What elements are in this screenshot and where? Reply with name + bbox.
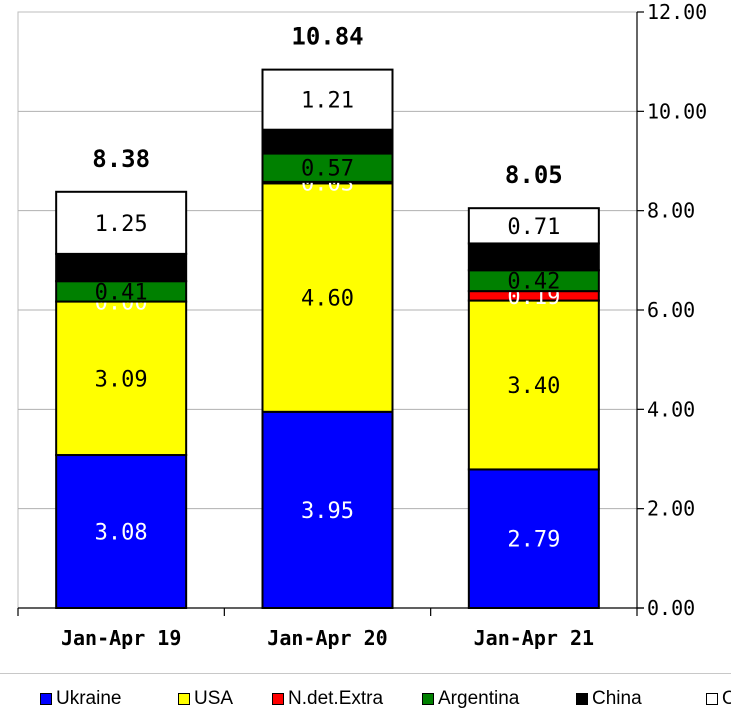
legend-swatch <box>178 693 190 705</box>
legend-swatch <box>422 693 434 705</box>
legend-swatch <box>40 693 52 705</box>
bar-segment-o <box>467 207 600 245</box>
data-label: 3.95 <box>301 499 354 524</box>
total-label: 8.38 <box>92 145 150 173</box>
total-label: 10.84 <box>291 23 363 51</box>
data-label: 3.40 <box>507 374 560 399</box>
y-tick-label: 4.00 <box>647 397 695 421</box>
data-label: 0.57 <box>301 157 354 182</box>
data-label: 2.79 <box>507 528 560 553</box>
x-tick-label: Jan-Apr 21 <box>474 626 594 650</box>
legend-item: Ukraine <box>40 688 121 710</box>
legend-label: Ukraine <box>56 688 122 709</box>
bar-segment-usa <box>467 299 600 471</box>
bar-segment-china <box>55 252 188 283</box>
bar-segment-ukraine <box>261 410 394 610</box>
legend-item: USA <box>178 688 233 710</box>
data-label: 0.71 <box>507 215 560 240</box>
y-tick-label: 12.00 <box>647 0 707 24</box>
data-label: 3.09 <box>95 367 148 392</box>
legend-label: USA <box>194 688 234 709</box>
bar-segment-china <box>467 242 600 272</box>
bar-segment-china <box>261 128 394 155</box>
legend-swatch <box>272 693 284 705</box>
data-label: 0.41 <box>95 280 148 305</box>
y-tick-label: 10.00 <box>647 99 707 123</box>
total-label: 8.05 <box>505 161 563 189</box>
data-label: 1.21 <box>301 89 354 114</box>
axes: 0.00 2.00 4.00 6.00 8.00 10.00 12.00 Jan-Apr 19… <box>17 0 707 650</box>
data-label: 1.25 <box>95 212 148 237</box>
legend: Ukraine USA N.det.Extra Argentina China O <box>0 673 731 727</box>
y-tick-label: 2.00 <box>647 497 695 521</box>
legend-label: O <box>722 688 731 709</box>
bar-segment-usa <box>55 300 188 457</box>
legend-item: China <box>576 688 642 710</box>
data-label: 4.60 <box>301 287 354 312</box>
x-tick-label: Jan-Apr 20 <box>267 626 387 650</box>
bar-segment-ukraine <box>467 468 600 609</box>
bars: 3.083.090.000.411.258.383.954.600.030.57… <box>55 23 600 610</box>
y-tick-label: 6.00 <box>647 298 695 322</box>
legend-swatch <box>706 693 718 705</box>
bar-segment-o <box>55 190 188 255</box>
legend-swatch <box>576 693 588 705</box>
data-label: 0.42 <box>507 270 560 295</box>
y-tick-label: 0.00 <box>647 596 695 620</box>
data-label: 3.08 <box>95 521 148 546</box>
stacked-bar-chart: 3.083.090.000.411.258.383.954.600.030.57… <box>17 0 707 650</box>
y-tick-label: 8.00 <box>647 199 695 223</box>
legend-item: N.det.Extra <box>272 688 383 710</box>
legend-label: N.det.Extra <box>288 688 384 709</box>
legend-item: O <box>706 688 731 710</box>
legend-item: Argentina <box>422 688 519 710</box>
bar-segment-argentina <box>261 152 394 183</box>
legend-label: Argentina <box>438 688 520 709</box>
bar-segment-o <box>261 68 394 131</box>
x-tick-label: Jan-Apr 19 <box>61 626 181 650</box>
legend-label: China <box>592 688 642 709</box>
